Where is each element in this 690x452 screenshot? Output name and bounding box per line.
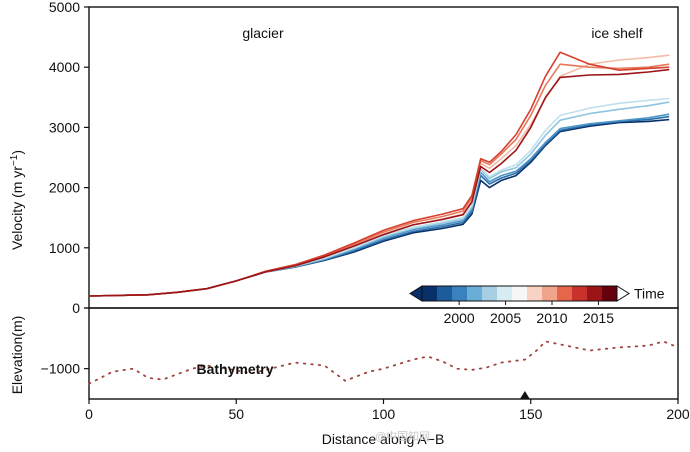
- x-tick-label-3: 150: [519, 406, 543, 422]
- velocity-tick-label-0: 0: [72, 300, 80, 316]
- bathymetry-line: [88, 340, 679, 385]
- x-tick-label-4: 200: [666, 406, 690, 422]
- colorbar-tick-label-3: 2015: [583, 310, 614, 326]
- colorbar-swatch-1: [437, 286, 453, 301]
- bathymetry-dots: [88, 340, 679, 385]
- watermark: @中国知网: [375, 429, 430, 443]
- colorbar-swatch-11: [587, 286, 603, 301]
- velocity-axis-title-close: ): [9, 150, 25, 155]
- velocity-series-lines: [88, 51, 670, 297]
- velocity-tick-label-1: 1000: [49, 240, 80, 256]
- colorbar-swatch-2: [452, 286, 468, 301]
- colorbar-tick-label-0: 2000: [444, 310, 475, 326]
- colorbar-swatch-6: [512, 286, 528, 301]
- colorbar-title: Time: [634, 286, 665, 302]
- velocity-panel-frame: [88, 6, 679, 309]
- velocity-series-2008: [88, 54, 670, 297]
- elevation-axis-title: Elevation(m): [9, 316, 25, 395]
- colorbar-swatch-5: [497, 286, 513, 301]
- colorbar-right-arrow: [616, 285, 630, 302]
- elevation-axis-ticks: −1000: [41, 307, 89, 377]
- velocity-axis-title-main: Velocity (m yr: [9, 166, 25, 250]
- elevation-tick-label-1: −1000: [41, 361, 81, 377]
- colorbar-swatch-3: [467, 286, 483, 301]
- velocity-axis-title-sup: −1: [9, 154, 20, 166]
- velocity-tick-label-3: 3000: [49, 119, 80, 135]
- colorbar-tick-label-2: 2010: [536, 310, 567, 326]
- x-axis-ticks: 0 50 100 150 200: [85, 399, 690, 422]
- colorbar-tick-label-1: 2005: [490, 310, 521, 326]
- elevation-panel: −1000 Bathymetry Elevation(m): [9, 307, 679, 400]
- colorbar-swatch-12: [602, 286, 618, 301]
- velocity-series-2015: [88, 68, 670, 297]
- velocity-series-1999: [88, 115, 670, 297]
- x-tick-label-2: 100: [372, 406, 396, 422]
- location-marker-triangle: [519, 391, 530, 399]
- velocity-tick-label-5: 5000: [49, 0, 80, 15]
- colorbar-swatch-10: [572, 286, 588, 301]
- glacier-annotation: glacier: [242, 25, 284, 41]
- velocity-series-2001: [88, 113, 670, 297]
- bathymetry-annotation: Bathymetry: [196, 361, 273, 377]
- velocity-series-2003: [88, 101, 670, 297]
- velocity-tick-label-2: 2000: [49, 180, 80, 196]
- velocity-axis-title: Velocity (m yr−1): [9, 150, 25, 250]
- ice-shelf-annotation: ice shelf: [591, 25, 642, 41]
- colorbar-swatch-0: [422, 286, 438, 301]
- colorbar-swatch-7: [527, 286, 543, 301]
- x-tick-label-0: 0: [85, 406, 93, 422]
- colorbar-swatch-8: [542, 286, 558, 301]
- velocity-series-1997: [88, 118, 670, 297]
- velocity-axis-ticks: 0 1000 2000 3000 4000 5000: [49, 0, 89, 316]
- x-tick-label-1: 50: [228, 406, 244, 422]
- colorbar-swatch-9: [557, 286, 573, 301]
- velocity-series-2012: [88, 51, 670, 297]
- x-axis-title: Distance along A−B: [322, 431, 445, 447]
- colorbar-left-arrow: [409, 285, 423, 302]
- colorbar-swatch-4: [482, 286, 498, 301]
- colorbar-frame: [421, 285, 618, 302]
- time-colorbar: 2000 2005 2010 2015 Time: [409, 285, 665, 326]
- velocity-tick-label-4: 4000: [49, 59, 80, 75]
- velocity-series-2010: [88, 63, 670, 297]
